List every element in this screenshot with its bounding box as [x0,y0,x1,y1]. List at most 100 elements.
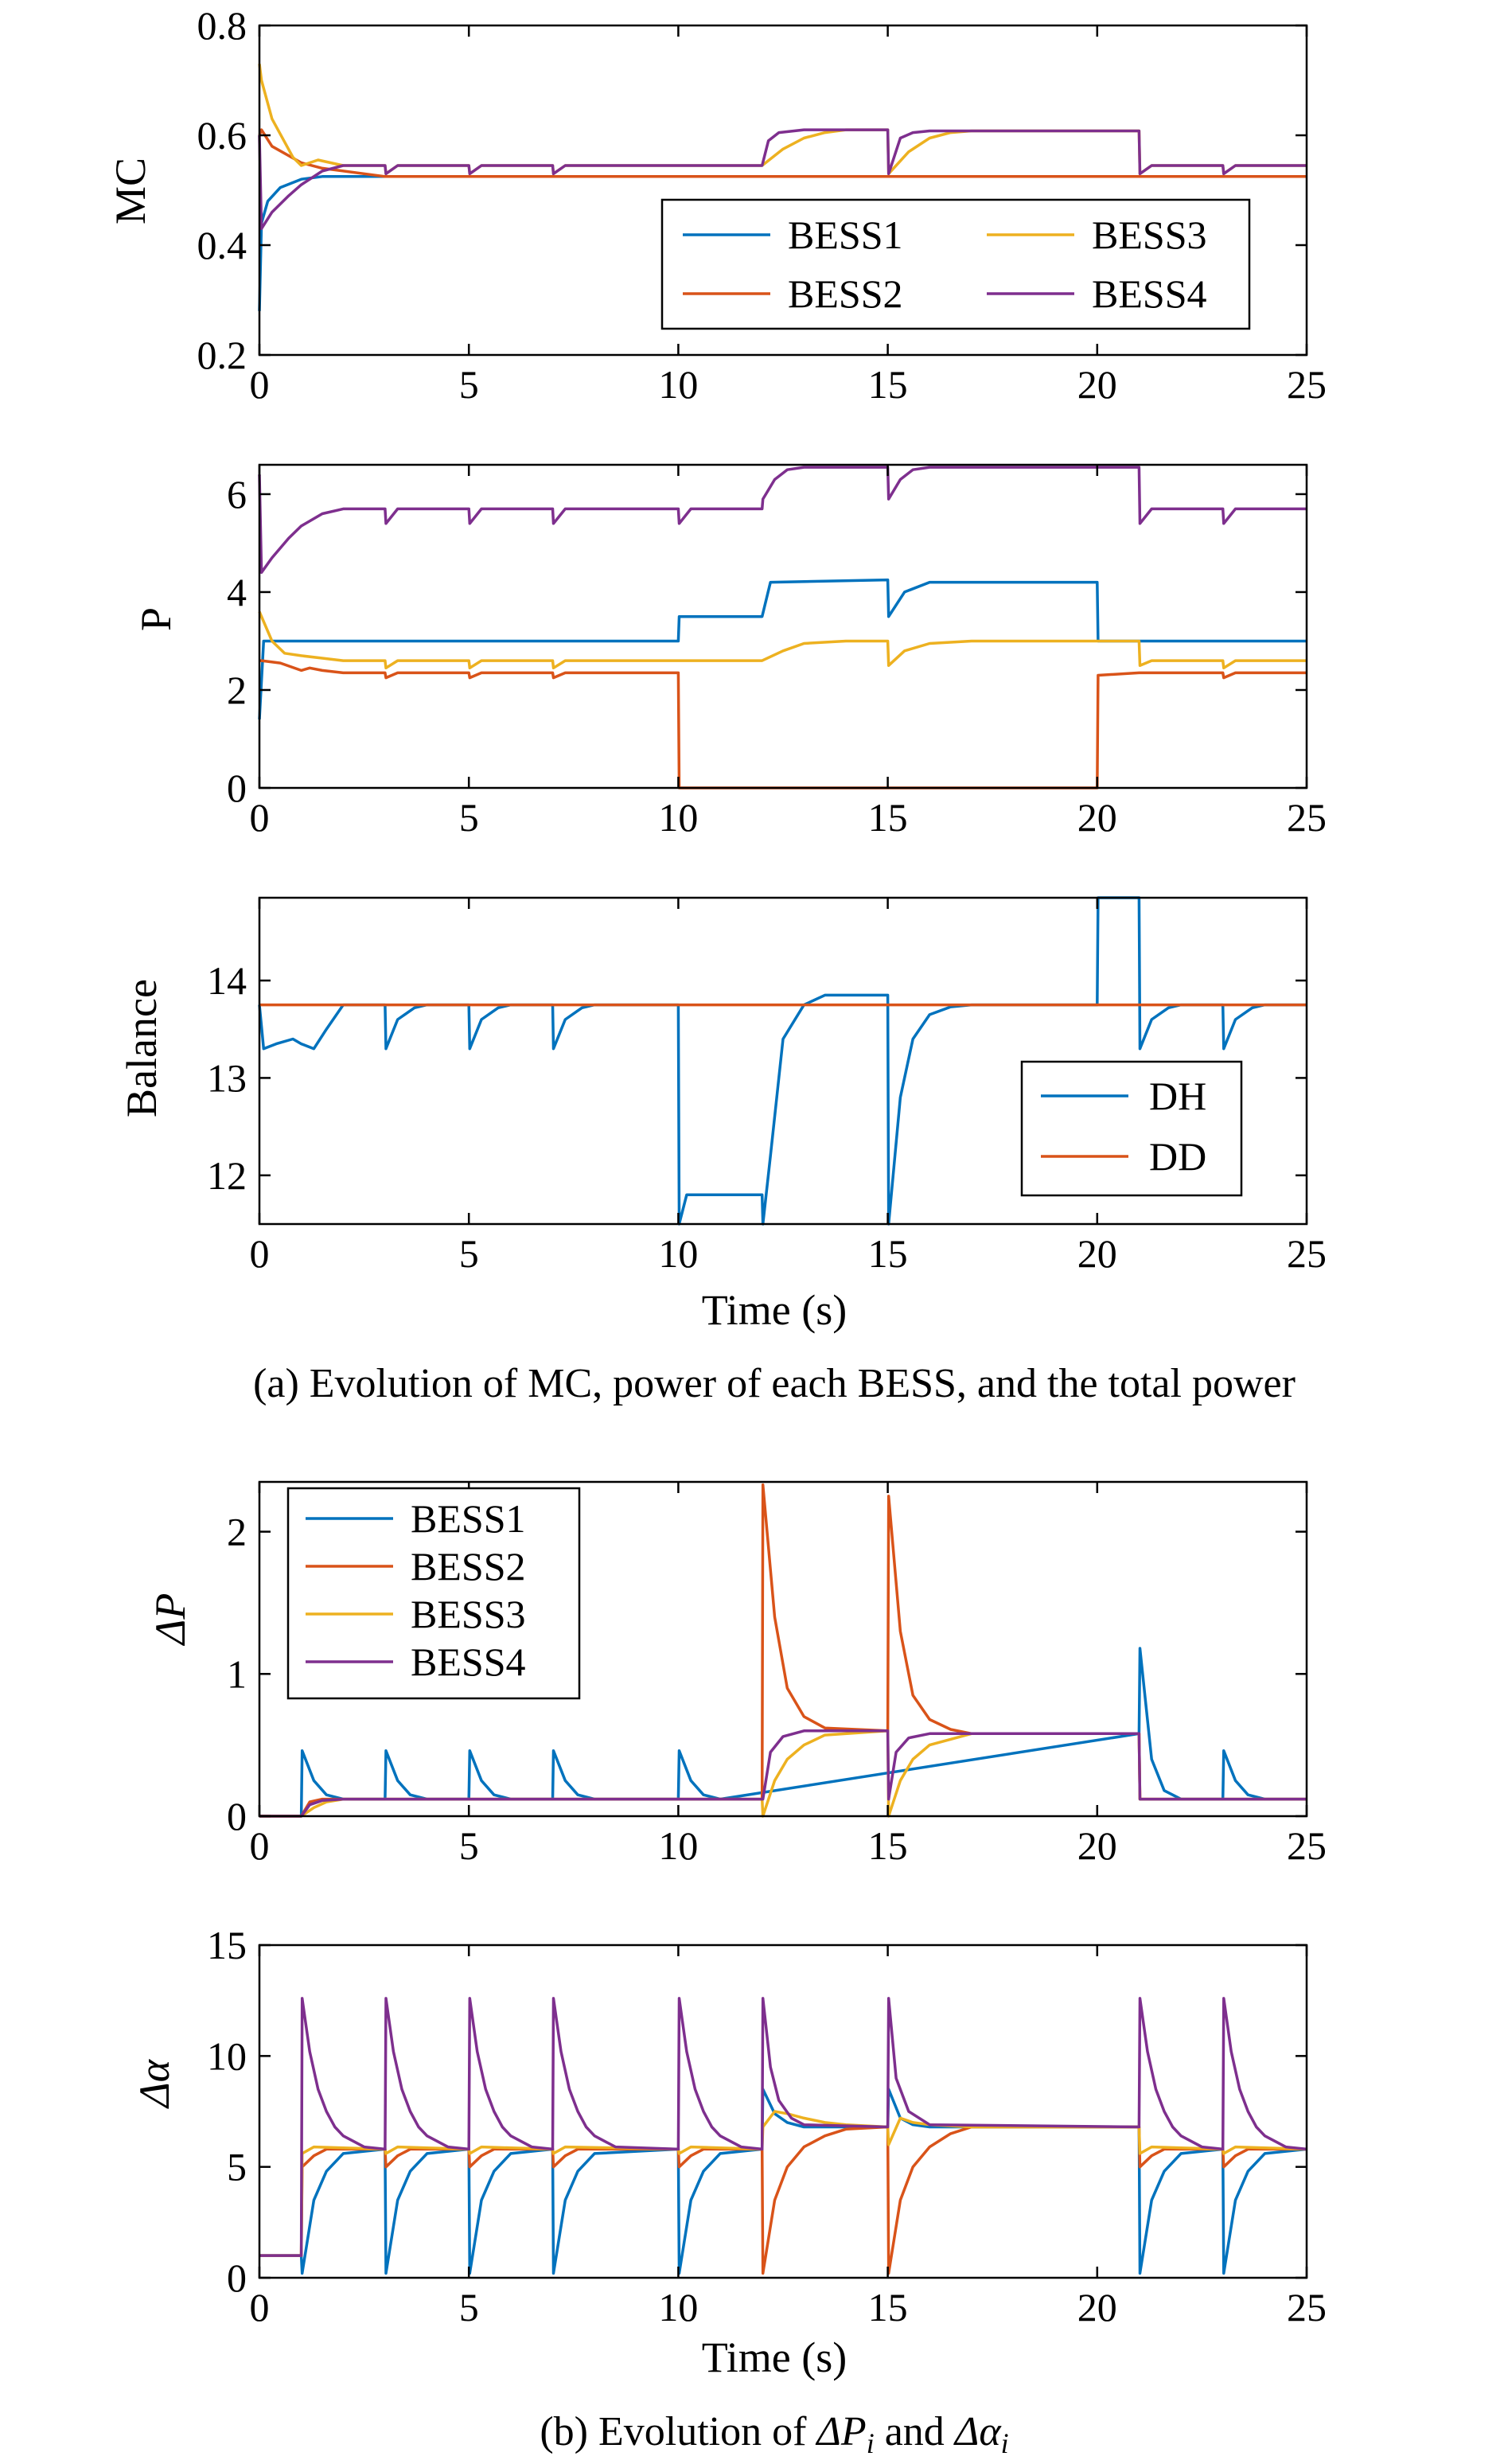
balance-y-tick-label: 13 [207,1055,247,1100]
p-axes-box [258,463,1308,789]
p-chart: 0 5 10 15 20 25 0 2 4 6 P [132,463,1327,840]
mc-x-tick-label: 20 [1077,362,1117,407]
mc-y-tick-label: 0.4 [197,223,247,267]
dp-x-tick-label: 0 [250,1823,270,1868]
dp-legend-label-bess4: BESS4 [411,1639,526,1684]
dp-y-axis-label: ΔP [146,1593,194,1647]
dp-x-tick-label: 5 [459,1823,479,1868]
da-y-tick-label: 15 [207,1923,247,1967]
p-plot-area: 0 5 10 15 20 25 0 2 4 6 [227,463,1327,840]
mc-y-tick-label: 0.8 [197,3,247,48]
p-series-bess2 [259,659,1307,789]
balance-y-axis-label: Balance [118,979,166,1117]
p-y-tick-label: 6 [227,472,247,517]
dp-x-tick-label: 10 [658,1823,698,1868]
p-series-layer [258,466,1307,789]
balance-legend: DH DD [1020,1060,1243,1197]
da-series-bess4 [259,1997,1307,2257]
dp-legend-label-bess2: BESS2 [411,1544,526,1589]
balance-y-tick-label: 14 [207,958,247,1003]
caption-a: (a) Evolution of MC, power of each BESS,… [253,1361,1296,1406]
dp-plot-area: 0 5 10 15 20 25 0 1 2 [227,1480,1327,1868]
balance-y-tick-label: 12 [207,1153,247,1198]
mc-y-tick-label: 0.6 [197,113,247,158]
p-y-tick-label: 4 [227,570,247,614]
caption-b-sub-2: i [1001,2427,1009,2459]
p-x-tick-label: 15 [868,795,908,840]
mc-legend-box [660,198,1251,330]
mc-legend-label-bess2: BESS2 [788,271,903,316]
p-x-tick-label: 5 [459,795,479,840]
mc-legend-label-bess3: BESS3 [1092,212,1207,257]
p-x-tick-label: 20 [1077,795,1117,840]
mc-series-bess2 [258,128,1307,178]
balance-x-tick-label: 25 [1287,1231,1327,1276]
da-axes-box [258,1944,1308,2279]
da-x-tick-label: 20 [1077,2285,1117,2329]
mc-series-layer [258,64,1307,311]
da-x-tick-label: 15 [868,2285,908,2329]
dp-legend-box [286,1487,581,1700]
dp-series-layer [259,1483,1307,1818]
caption-b: (b) Evolution of ΔPi and Δαi [540,2409,1008,2459]
da-series-bess1 [259,2088,1307,2275]
p-y-tick-label: 0 [227,766,247,810]
mc-x-tick-label: 0 [250,362,270,407]
caption-b-delta-p: ΔP [815,2409,866,2454]
balance-plot-area: 0 5 10 15 20 25 12 13 14 [207,896,1327,1276]
dp-y-tick-label: 0 [227,1794,247,1838]
da-x-axis-label: Time (s) [702,2333,847,2381]
dp-chart: 0 5 10 15 20 25 0 1 2 ΔP BESS1 BESS2 BESS3 BESS4 [146,1480,1327,1868]
da-x-tick-label: 10 [658,2285,698,2329]
da-x-tick-label: 0 [250,2285,270,2329]
da-x-tick-label: 25 [1287,2285,1327,2329]
mc-y-tick-label: 0.2 [197,333,247,377]
balance-legend-box [1020,1060,1243,1197]
balance-x-tick-label: 5 [459,1231,479,1276]
balance-x-tick-label: 15 [868,1231,908,1276]
p-y-tick-label: 2 [227,668,247,712]
caption-b-and: and [875,2409,955,2454]
mc-legend: BESS1 BESS2 BESS3 BESS4 [660,198,1251,330]
p-series-bess1 [258,578,1307,719]
dp-x-tick-label: 25 [1287,1823,1327,1868]
caption-b-sub-1: i [867,2427,875,2459]
balance-x-tick-label: 0 [250,1231,270,1276]
da-series-bess3 [259,2110,1307,2257]
p-series-bess4 [258,466,1307,575]
mc-x-tick-label: 25 [1287,362,1327,407]
p-x-tick-label: 0 [250,795,270,840]
balance-series-layer [258,896,1307,1226]
p-x-tick-label: 25 [1287,795,1327,840]
p-y-axis-label: P [132,607,180,631]
dp-legend-label-bess1: BESS1 [411,1496,526,1541]
balance-x-tick-label: 10 [658,1231,698,1276]
balance-chart: 0 5 10 15 20 25 12 13 14 Balance Time (s) DH DD [118,896,1327,1334]
dp-y-tick-label: 1 [227,1651,247,1696]
dp-legend: BESS1 BESS2 BESS3 BESS4 [286,1487,581,1700]
mc-legend-label-bess4: BESS4 [1092,271,1207,316]
mc-plot-area: 0 5 10 15 20 25 0.2 0.4 0.6 0.8 [197,3,1327,407]
caption-b-delta-alpha: Δα [953,2409,1003,2454]
da-plot-area: 0 5 10 15 20 25 0 5 10 15 [207,1923,1327,2329]
balance-legend-label-dh: DH [1149,1074,1206,1118]
balance-series-dh [258,896,1307,1226]
da-x-tick-label: 5 [459,2285,479,2329]
dp-axes-box [258,1480,1308,1818]
da-y-tick-label: 0 [227,2255,247,2300]
mc-chart: 0 5 10 15 20 25 0.2 0.4 0.6 0.8 MC BESS1 BESS2 BE… [107,3,1327,407]
dp-legend-label-bess3: BESS3 [411,1592,526,1636]
mc-series-bess4 [258,128,1307,231]
da-y-axis-label: Δα [131,2058,178,2109]
mc-axes-box [258,24,1308,357]
da-y-tick-label: 5 [227,2145,247,2189]
balance-axes-box [258,896,1308,1226]
mc-x-tick-label: 10 [658,362,698,407]
mc-x-tick-label: 5 [459,362,479,407]
da-chart: 0 5 10 15 20 25 0 5 10 15 Δα Time (s) [131,1923,1327,2381]
da-series-layer [259,1997,1307,2275]
balance-x-axis-label: Time (s) [702,1286,847,1334]
dp-series-bess4 [259,1729,1307,1818]
